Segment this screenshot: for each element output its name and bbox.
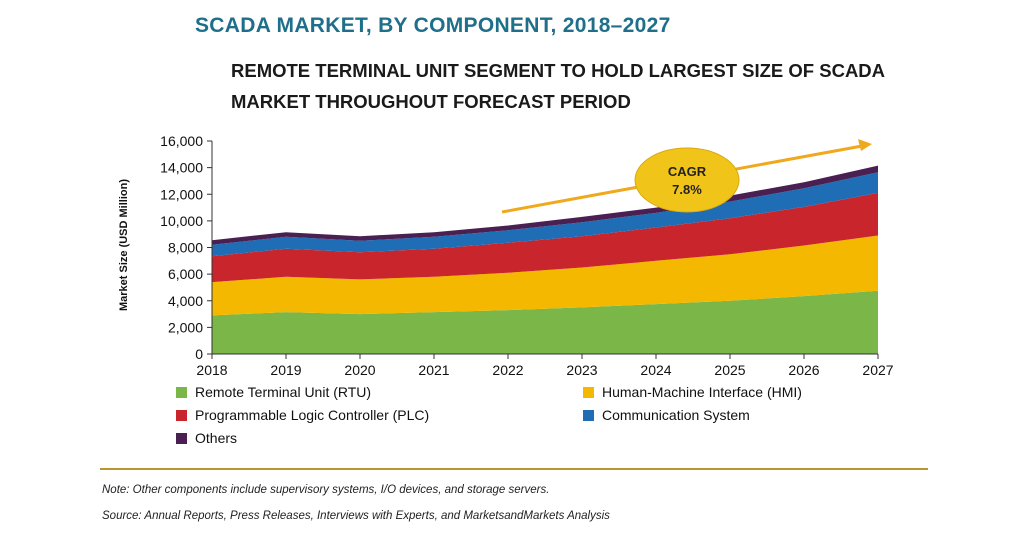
- source-note: Source: Annual Reports, Press Releases, …: [102, 510, 610, 522]
- x-ticks-group: 2018 2019 2020 2021 2022 2023 2024 2025 2026 2027: [196, 354, 894, 378]
- x-tick-label: 2026: [788, 362, 819, 378]
- legend-item-rtu: Remote Terminal Unit (RTU): [176, 383, 371, 401]
- x-tick-label: 2018: [196, 362, 227, 378]
- legend-swatch-others: [176, 433, 187, 444]
- cagr-bubble: [634, 147, 740, 213]
- legend-item-plc: Programmable Logic Controller (PLC): [176, 406, 429, 424]
- y-tick-label: 6,000: [168, 266, 203, 282]
- y-tick-label: 4,000: [168, 293, 203, 309]
- x-tick-label: 2025: [714, 362, 745, 378]
- legend-item-hmi: Human-Machine Interface (HMI): [583, 383, 802, 401]
- y-ticks-group: 0 2,000 4,000 6,000 8,000 10,000 12,000 14,000 1…: [160, 133, 212, 362]
- cagr-label: CAGR: [668, 164, 707, 179]
- x-tick-label: 2027: [862, 362, 893, 378]
- x-tick-label: 2024: [640, 362, 671, 378]
- legend-label-hmi: Human-Machine Interface (HMI): [602, 384, 802, 400]
- area-series-group: [212, 165, 878, 354]
- y-tick-label: 2,000: [168, 319, 203, 335]
- y-tick-label: 14,000: [160, 160, 203, 176]
- legend-swatch-plc: [176, 410, 187, 421]
- footer-divider: [100, 468, 928, 470]
- legend-item-communication: Communication System: [583, 406, 750, 424]
- y-axis-label: Market Size (USD Million): [118, 179, 130, 311]
- legend-label-communication: Communication System: [602, 407, 750, 423]
- y-tick-label: 10,000: [160, 213, 203, 229]
- cagr-annotation: CAGR 7.8%: [501, 139, 872, 214]
- chart-title: SCADA MARKET, BY COMPONENT, 2018–2027: [195, 14, 671, 37]
- legend-swatch-hmi: [583, 387, 594, 398]
- x-tick-label: 2020: [344, 362, 375, 378]
- chart-subtitle: REMOTE TERMINAL UNIT SEGMENT TO HOLD LAR…: [231, 60, 885, 112]
- legend-item-others: Others: [176, 429, 237, 447]
- legend-swatch-communication: [583, 410, 594, 421]
- area-series-5: [212, 165, 878, 245]
- x-tick-label: 2022: [492, 362, 523, 378]
- legend-label-rtu: Remote Terminal Unit (RTU): [195, 384, 372, 400]
- y-tick-label: 16,000: [160, 133, 203, 149]
- area-series-2: [212, 235, 878, 316]
- footnote: Note: Other components include superviso…: [102, 484, 550, 496]
- legend-swatch-rtu: [176, 387, 187, 398]
- y-tick-label: 12,000: [160, 186, 203, 202]
- x-tick-label: 2023: [566, 362, 597, 378]
- area-series-1: [212, 290, 878, 354]
- legend-label-others: Others: [195, 430, 238, 446]
- y-tick-label: 0: [195, 346, 203, 362]
- cagr-value: 7.8%: [672, 182, 702, 197]
- area-series-4: [212, 172, 878, 257]
- x-tick-label: 2019: [270, 362, 301, 378]
- cagr-arrow-head: [858, 139, 872, 151]
- area-chart: 0 2,000 4,000 6,000 8,000 10,000 12,000 14,000 1…: [118, 133, 894, 378]
- y-tick-label: 8,000: [168, 240, 203, 256]
- x-tick-label: 2021: [418, 362, 449, 378]
- legend-label-plc: Programmable Logic Controller (PLC): [195, 407, 430, 423]
- area-series-3: [212, 192, 878, 283]
